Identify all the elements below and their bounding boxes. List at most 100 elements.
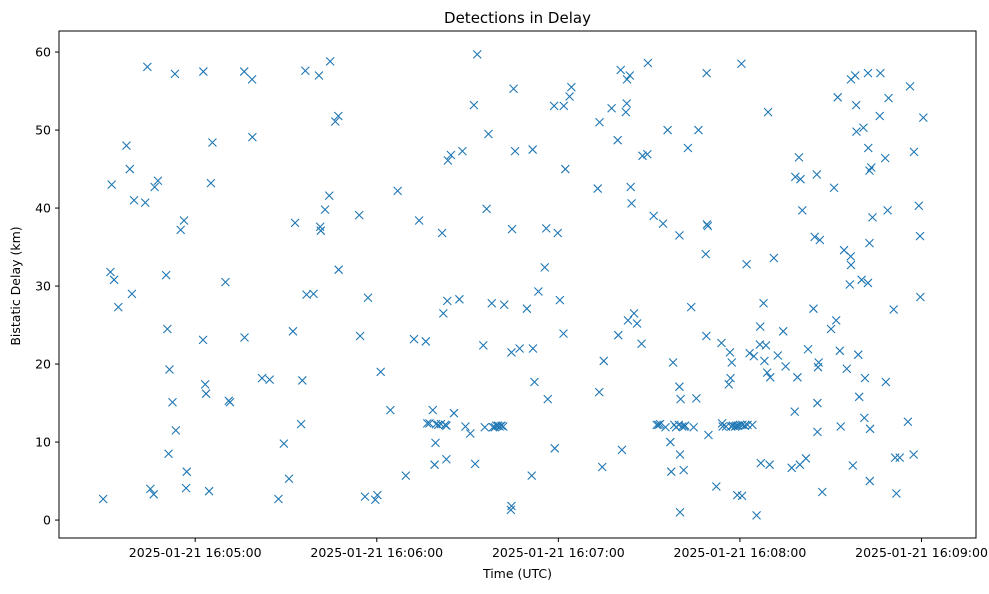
y-tick-label: 0 (43, 513, 51, 528)
y-tick-label: 30 (35, 279, 51, 294)
data-point (315, 222, 325, 232)
y-tick-label: 50 (35, 123, 51, 138)
data-point (560, 164, 570, 174)
data-point (763, 107, 773, 117)
data-point (781, 362, 791, 371)
data-point (868, 213, 877, 222)
data-point (665, 437, 675, 447)
data-point (333, 111, 343, 121)
data-point (629, 308, 639, 318)
data-point (638, 151, 647, 161)
data-point (472, 50, 482, 59)
data-point (675, 230, 684, 240)
data-point (164, 449, 173, 459)
data-point (765, 460, 774, 470)
data-point (797, 206, 807, 215)
data-point (836, 422, 846, 431)
data-point (752, 510, 761, 520)
data-point (507, 224, 517, 234)
data-point (597, 462, 607, 472)
data-point (717, 418, 727, 428)
data-point (302, 290, 311, 300)
data-point (875, 111, 885, 121)
data-point (866, 163, 876, 172)
data-point (865, 476, 875, 486)
data-point (179, 216, 189, 225)
data-point (759, 298, 768, 308)
data-point (330, 117, 340, 126)
data-point (892, 489, 901, 498)
data-point (433, 420, 443, 430)
data-point (621, 107, 631, 117)
data-point (915, 231, 925, 241)
data-point (914, 201, 924, 211)
data-point (755, 322, 765, 332)
data-point (880, 153, 890, 163)
data-point (622, 74, 632, 84)
data-point (149, 489, 159, 499)
x-tick-label: 2025-01-21 16:06:00 (310, 545, 443, 560)
data-point (458, 146, 467, 156)
data-point (300, 66, 310, 76)
y-axis-label: Bistatic Delay (km) (8, 226, 23, 345)
data-point (274, 494, 283, 504)
data-point (762, 368, 772, 378)
data-point (905, 81, 915, 91)
data-point (831, 315, 841, 325)
data-point (796, 174, 805, 184)
data-point (617, 445, 627, 455)
data-point (613, 135, 623, 145)
data-point (593, 184, 603, 193)
data-point (793, 372, 802, 382)
data-point (801, 454, 811, 463)
data-point (455, 294, 464, 304)
data-point (334, 265, 344, 275)
data-point (703, 221, 713, 231)
data-point (745, 348, 755, 358)
data-point (430, 460, 439, 470)
data-point (790, 407, 800, 417)
data-point (607, 103, 617, 113)
data-point (109, 275, 119, 285)
data-point (465, 429, 475, 438)
data-point (711, 482, 721, 491)
data-point (247, 132, 257, 142)
data-point (778, 326, 788, 336)
data-point (98, 494, 108, 504)
data-point (204, 486, 214, 496)
data-point (701, 331, 711, 341)
data-point (756, 458, 766, 468)
data-point (316, 226, 326, 236)
data-point (208, 138, 217, 147)
data-point (414, 216, 424, 225)
data-point (909, 450, 919, 459)
data-point (140, 198, 150, 207)
chart-title: Detections in Delay (444, 9, 591, 27)
data-point (443, 156, 453, 165)
data-point (691, 393, 701, 403)
data-point (803, 344, 813, 354)
data-point (863, 278, 873, 288)
data-point (694, 125, 703, 135)
data-point (826, 324, 836, 334)
data-point (549, 101, 559, 111)
data-point (284, 474, 294, 484)
data-point (842, 364, 852, 374)
data-point (679, 465, 689, 475)
data-point (499, 300, 509, 310)
data-point (769, 253, 779, 263)
data-point (701, 249, 711, 259)
data-point (386, 405, 395, 415)
data-point (859, 413, 869, 423)
data-point (625, 71, 635, 80)
data-point (527, 471, 537, 480)
data-point (875, 68, 885, 78)
data-point (742, 259, 751, 269)
data-point (182, 467, 192, 477)
data-point (442, 296, 452, 306)
data-point (833, 92, 843, 102)
data-point (122, 141, 131, 151)
